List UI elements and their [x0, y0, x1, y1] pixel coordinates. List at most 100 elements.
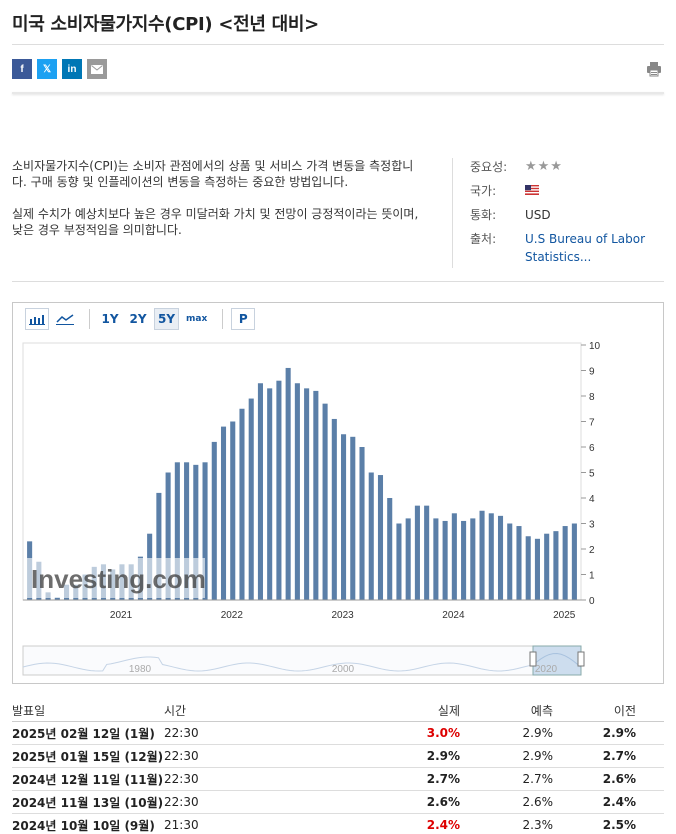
bar	[174, 462, 180, 600]
bar	[544, 533, 550, 600]
source-label: 출처:	[470, 232, 497, 246]
table-row: 2025년 01월 15일 (12월) 22:30 2.9% 2.9% 2.7%	[12, 745, 664, 768]
release-date: 2025년 02월 12일 (1월)	[12, 726, 155, 741]
forecast-value: 2.3%	[522, 818, 554, 832]
page-title: 미국 소비자물가지수(CPI) <전년 대비>	[12, 14, 319, 35]
bar	[267, 388, 273, 600]
y-tick-label: 3	[589, 520, 595, 531]
country-label: 국가:	[470, 184, 497, 198]
indicator-description: 소비자물가지수(CPI)는 소비자 관점에서의 상품 및 서비스 가격 변동을 …	[12, 158, 427, 254]
bar	[405, 518, 411, 600]
range-1y-button[interactable]: 1Y	[101, 312, 119, 326]
y-tick-label: 2	[589, 545, 595, 556]
bar	[156, 492, 162, 600]
table-row: 2024년 11월 13일 (10월) 22:30 2.6% 2.6% 2.4%	[12, 791, 664, 814]
navigator-selection	[532, 645, 582, 676]
release-date: 2025년 01월 15일 (12월)	[12, 749, 164, 764]
linkedin-icon[interactable]: in	[62, 59, 82, 79]
mail-icon[interactable]	[87, 59, 107, 79]
divider	[12, 44, 664, 45]
actual-value: 2.4%	[426, 818, 460, 832]
previous-value: 2.7%	[602, 749, 636, 763]
release-date: 2024년 11월 13일 (10월)	[12, 795, 164, 810]
header-forecast[interactable]: 예측	[530, 704, 553, 718]
forecast-value: 2.6%	[522, 795, 554, 809]
area-chart-icon[interactable]	[53, 308, 77, 330]
bar	[488, 513, 494, 600]
actual-value: 2.6%	[426, 795, 460, 809]
description-paragraph: 실제 수치가 예상치보다 높은 경우 미달러화 가치 및 전망이 긍정적이라는 …	[12, 207, 419, 237]
header-actual[interactable]: 실제	[437, 704, 460, 718]
bar	[433, 518, 439, 600]
forecast-value: 2.9%	[522, 749, 554, 763]
release-time: 21:30	[164, 818, 199, 832]
actual-value: 2.7%	[426, 772, 460, 786]
bar	[239, 408, 245, 600]
bar	[294, 383, 300, 600]
x-tick-label: 2021	[110, 610, 133, 621]
actual-value: 3.0%	[426, 726, 460, 740]
y-tick-label: 8	[589, 392, 595, 403]
currency-label: 통화:	[470, 208, 497, 222]
print-icon[interactable]	[646, 61, 662, 77]
range-5y-button[interactable]: 5Y	[154, 308, 180, 330]
navigator-tick-label: 2000	[332, 664, 355, 675]
previous-value: 2.4%	[602, 795, 636, 809]
bar	[553, 531, 559, 600]
p-button[interactable]: P	[231, 308, 256, 330]
header-previous[interactable]: 이전	[613, 704, 636, 718]
bar	[331, 418, 337, 600]
table-row: 2024년 10월 10일 (9월) 21:30 2.4% 2.3% 2.5%	[12, 814, 664, 834]
forecast-value: 2.9%	[522, 726, 554, 740]
bar	[322, 403, 328, 600]
bar	[313, 390, 319, 600]
range-2y-button[interactable]: 2Y	[129, 312, 147, 326]
table-row: 2025년 02월 12일 (1월) 22:30 3.0% 2.9% 2.9%	[12, 722, 664, 745]
bar	[276, 380, 282, 600]
bar	[562, 526, 568, 600]
bar	[193, 464, 199, 600]
navigator-handle-right	[577, 651, 585, 667]
bar	[184, 462, 190, 600]
header-date[interactable]: 발표일	[12, 704, 46, 718]
table-header: 발표일 시간 실제 예측 이전	[12, 700, 664, 722]
twitter-icon[interactable]: 𝕏	[37, 59, 57, 79]
range-max-button[interactable]: max	[186, 314, 208, 324]
facebook-icon[interactable]: f	[12, 59, 32, 79]
header-time[interactable]: 시간	[164, 704, 187, 718]
bar	[220, 426, 227, 600]
actual-value: 2.9%	[426, 749, 460, 763]
bar	[451, 513, 457, 600]
release-time: 22:30	[164, 749, 199, 763]
y-tick-label: 9	[589, 367, 595, 378]
bar	[350, 436, 356, 600]
chart-container: 1Y 2Y 5Y max P 10 9 8 7 6 5 4 3 2 1 0 2021 2022 2023 2…	[12, 302, 664, 684]
x-tick-label: 2022	[221, 610, 244, 621]
bar	[202, 462, 208, 600]
release-time: 22:30	[164, 726, 199, 740]
bar	[359, 447, 365, 600]
us-flag-icon	[525, 185, 539, 195]
x-tick-label: 2023	[332, 610, 355, 621]
bar	[368, 472, 374, 600]
bar-chart-icon[interactable]	[25, 308, 49, 330]
y-tick-label: 6	[589, 443, 595, 454]
indicator-info: 중요성: ★★★ 국가: 통화: USD 출처: U.S Bureau of L…	[470, 158, 655, 264]
release-date: 2024년 10월 10일 (9월)	[12, 818, 155, 833]
y-tick-label: 4	[589, 494, 595, 505]
source-link[interactable]: U.S Bureau of Labor Statistics...	[525, 232, 646, 264]
bar	[230, 421, 236, 600]
y-tick-label: 5	[589, 469, 595, 480]
y-tick-label: 0	[589, 596, 595, 607]
importance-stars-icon: ★★★	[525, 159, 563, 174]
chart-toolbar: 1Y 2Y 5Y max P	[25, 308, 259, 330]
bar	[525, 536, 531, 600]
toolbar-separator	[89, 309, 90, 329]
bar	[470, 518, 476, 600]
release-date: 2024년 12월 11일 (11월)	[12, 772, 164, 787]
divider	[12, 281, 664, 282]
bar	[387, 498, 393, 600]
bar	[507, 523, 513, 600]
bar	[534, 538, 540, 600]
navigator-series	[22, 653, 582, 672]
